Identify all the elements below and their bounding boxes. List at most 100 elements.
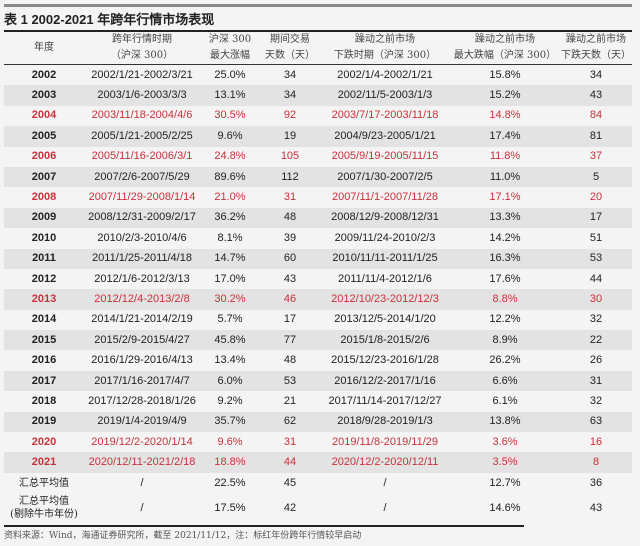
top-rule xyxy=(4,4,632,7)
cell-pre-days: 63 xyxy=(560,411,632,433)
cell-pre-days: 8 xyxy=(560,452,632,473)
cell-period: 2003/11/18-2004/4/6 xyxy=(91,109,193,122)
cell-pre-period: 2003/7/17-2003/11/18 xyxy=(331,109,439,122)
cell-pre-days: 31 xyxy=(560,370,632,392)
cell-days: 44 xyxy=(260,452,320,473)
cell-days: 53 xyxy=(260,370,320,392)
cell-pre-days: 32 xyxy=(589,313,603,326)
cell-pre-days: 84 xyxy=(589,109,603,122)
summary-pre-period: / xyxy=(383,476,387,489)
summary-drop: 12.7% xyxy=(489,476,521,489)
cell-year: 2014 xyxy=(31,313,57,326)
cell-pre-period: 2002/1/4-2002/1/21 xyxy=(337,68,433,81)
cell-gain: 25.0% xyxy=(214,68,246,81)
cell-year: 2020 xyxy=(31,435,57,448)
cell-gain: 6.0% xyxy=(200,370,260,392)
cell-gain: 17.0% xyxy=(214,272,246,285)
summary-pre-days: 36 xyxy=(589,476,603,489)
cell-drop: 6.6% xyxy=(450,370,560,392)
cell-pre-period: 2012/10/23-2012/12/3 xyxy=(320,289,450,310)
summary-pre-period: / xyxy=(383,501,387,514)
cell-gain: 30.2% xyxy=(200,289,260,310)
cell-pre-days: 53 xyxy=(560,248,632,269)
cell-year: 2004 xyxy=(31,109,57,122)
table-row: 2018 2017/12/28-2018/1/26 9.2% 21 2017/11/14… xyxy=(4,391,632,411)
cell-pre-days: 37 xyxy=(589,150,603,163)
cell-days: 43 xyxy=(283,272,297,285)
cell-days: 48 xyxy=(283,354,297,367)
cell-period: 2012/12/4-2013/2/8 xyxy=(84,289,200,310)
cell-gain: 13.1% xyxy=(200,85,260,106)
cell-year: 2003 xyxy=(4,85,84,106)
cell-gain: 5.7% xyxy=(217,313,243,326)
cell-year: 2006 xyxy=(31,150,57,163)
cell-pre-days: 32 xyxy=(589,394,603,407)
cell-year: 2008 xyxy=(31,191,57,204)
cell-period: 2020/12/11-2021/2/18 xyxy=(84,452,200,473)
cell-gain: 9.6% xyxy=(217,435,243,448)
table-row: 2005 2005/1/21-2005/2/25 9.6% 19 2004/9/23-2… xyxy=(4,126,632,147)
table-row: 2003 2003/1/6-2003/3/3 13.1% 34 2002/11/5-20… xyxy=(4,85,632,106)
cell-drop: 3.6% xyxy=(492,435,518,448)
table-row: 2021 2020/12/11-2021/2/18 18.8% 44 2020/12/2… xyxy=(4,452,632,473)
cell-pre-days: 16 xyxy=(589,435,603,448)
cell-days: 34 xyxy=(260,85,320,106)
cell-period: 2015/2/9-2015/4/27 xyxy=(84,330,200,351)
summary-pre-days: 43 xyxy=(589,501,603,514)
header-gain: 沪深 300 xyxy=(208,34,252,45)
cell-period: 2008/12/31-2009/2/17 xyxy=(84,207,200,229)
cell-year: 2005 xyxy=(4,126,84,147)
cell-period: 2012/1/6-2012/3/13 xyxy=(94,272,190,285)
cell-pre-period: 2007/1/30-2007/2/5 xyxy=(320,166,450,188)
cell-year: 2015 xyxy=(4,330,84,351)
cell-period: 2019/1/4-2019/4/9 xyxy=(84,411,200,433)
table-row: 2019 2019/1/4-2019/4/9 35.7% 62 2018/9/28-20… xyxy=(4,411,632,433)
cell-year: 2007 xyxy=(4,166,84,188)
cell-period: 2007/11/29-2008/1/14 xyxy=(88,191,196,204)
summary-row: 汇总平均值 / 22.5% 45 / 12.7% 36 xyxy=(4,473,632,493)
header-days-sub: 天数（天） xyxy=(260,48,320,65)
table-row: 2002 2002/1/21-2002/3/21 25.0% 34 2002/1/4-2… xyxy=(4,65,632,86)
summary-days: 42 xyxy=(283,501,297,514)
cell-drop: 17.1% xyxy=(489,191,521,204)
summary-label: 汇总平均值 (剔除牛市年份) xyxy=(4,493,84,523)
table-row: 2011 2011/1/25-2011/4/18 14.7% 60 2010/11/11… xyxy=(4,248,632,269)
cell-days: 92 xyxy=(283,109,297,122)
cell-gain: 36.2% xyxy=(200,207,260,229)
table-row: 2015 2015/2/9-2015/4/27 45.8% 77 2015/1/8-20… xyxy=(4,330,632,351)
cell-pre-period: 2010/11/11-2011/1/25 xyxy=(320,248,450,269)
header-pre-days: 躁动之前市场 xyxy=(566,34,626,45)
cell-year: 2021 xyxy=(4,452,84,473)
cell-days: 46 xyxy=(260,289,320,310)
cell-pre-period: 2009/11/24-2010/2/3 xyxy=(334,231,436,244)
header-gain-sub: 最大涨幅 xyxy=(200,48,260,65)
table-row: 2017 2017/1/16-2017/4/7 6.0% 53 2016/12/2-20… xyxy=(4,370,632,392)
cell-pre-period: 2008/12/9-2008/12/31 xyxy=(320,207,450,229)
cell-gain: 89.6% xyxy=(200,166,260,188)
cell-gain: 8.1% xyxy=(217,231,243,244)
cell-drop: 15.2% xyxy=(450,85,560,106)
cell-period: 2014/1/21-2014/2/19 xyxy=(91,313,193,326)
cell-pre-days: 43 xyxy=(560,85,632,106)
summary-days: 45 xyxy=(283,476,297,489)
market-table: 年度 跨年行情时期 沪深 300 期间交易 躁动之前市场 躁动之前市场 躁动之前… xyxy=(4,32,632,523)
cell-drop: 11.8% xyxy=(489,150,521,163)
header-pre-period-sub: 下跌时期（沪深 300） xyxy=(320,48,450,65)
cell-days: 31 xyxy=(283,191,297,204)
cell-drop: 12.2% xyxy=(489,313,521,326)
cell-year: 2016 xyxy=(31,354,57,367)
cell-pre-days: 20 xyxy=(589,191,603,204)
cell-days: 34 xyxy=(283,68,297,81)
cell-pre-days: 30 xyxy=(560,289,632,310)
table-row: 2012 2012/1/6-2012/3/13 17.0% 43 2011/11/4-2… xyxy=(4,269,632,289)
cell-period: 2017/12/28-2018/1/26 xyxy=(88,394,196,407)
table-row: 2009 2008/12/31-2009/2/17 36.2% 48 2008/12/9… xyxy=(4,207,632,229)
cell-gain: 9.6% xyxy=(200,126,260,147)
footer-rule xyxy=(4,525,524,527)
cell-period: 2007/2/6-2007/5/29 xyxy=(84,166,200,188)
cell-pre-period: 2013/12/5-2014/1/20 xyxy=(334,313,436,326)
cell-pre-days: 34 xyxy=(589,68,603,81)
table-header: 年度 跨年行情时期 沪深 300 期间交易 躁动之前市场 躁动之前市场 躁动之前… xyxy=(4,32,632,65)
cell-gain: 45.8% xyxy=(200,330,260,351)
